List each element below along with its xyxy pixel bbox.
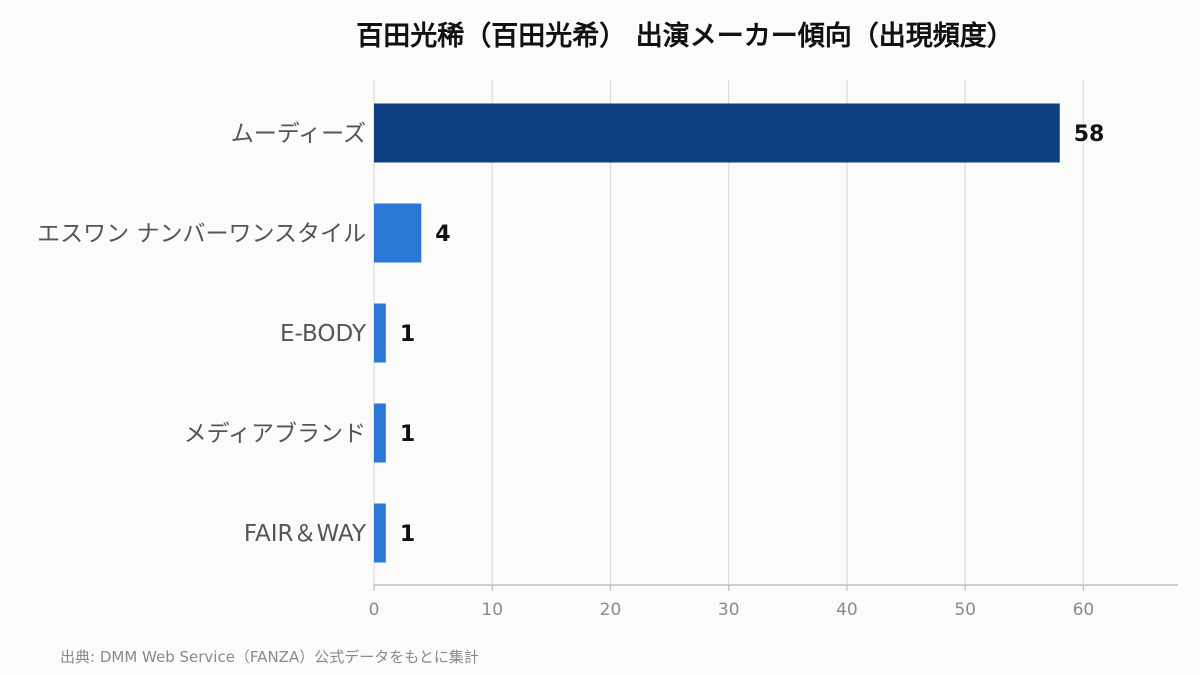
bar-4 [374, 503, 386, 563]
bar-0 [374, 103, 1060, 163]
tick-label-20: 20 [600, 600, 622, 620]
tick-label-40: 40 [836, 600, 858, 620]
category-label-1: エスワン ナンバーワンスタイル [37, 221, 366, 247]
x-axis: 0 10 20 30 40 50 60 [369, 584, 1178, 620]
category-label-0: ムーディーズ [231, 121, 366, 147]
value-label-2: 1 [400, 322, 415, 347]
tick-label-50: 50 [954, 600, 976, 620]
tick-label-0: 0 [369, 600, 380, 620]
category-label-4: FAIR＆WAY [244, 521, 367, 547]
category-label-2: E-BODY [280, 321, 367, 347]
tick-label-10: 10 [481, 600, 503, 620]
chart-title: 百田光稀（百田光希） 出演メーカー傾向（出現頻度） [356, 21, 1014, 52]
source-note: 出典: DMM Web Service（FANZA）公式データをもとに集計 [60, 648, 479, 666]
value-label-4: 1 [400, 522, 415, 547]
value-label-3: 1 [400, 422, 415, 447]
value-label-0: 58 [1074, 122, 1105, 147]
bar-3 [374, 403, 386, 463]
bar-2 [374, 303, 386, 363]
tick-label-30: 30 [718, 600, 740, 620]
value-label-1: 4 [435, 222, 450, 247]
tick-label-60: 60 [1073, 600, 1095, 620]
bar-1 [374, 203, 422, 263]
gridlines [373, 80, 1085, 585]
bars [374, 103, 1060, 563]
labels: ムーディーズ 58 エスワン ナンバーワンスタイル 4 E-BODY 1 メディアブランド 1… [37, 121, 1104, 547]
category-label-3: メディアブランド [184, 421, 366, 447]
